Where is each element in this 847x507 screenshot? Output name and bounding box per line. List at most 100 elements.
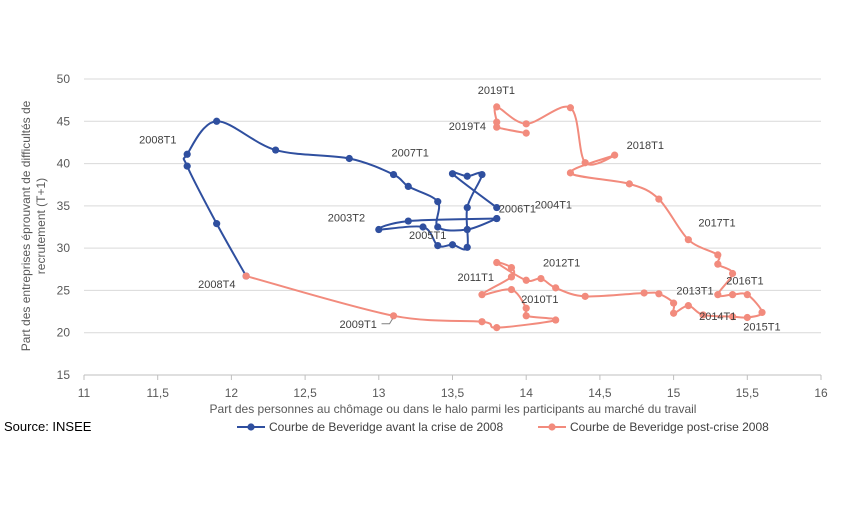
data-point-after	[566, 104, 575, 112]
data-point-after	[478, 291, 486, 299]
data-point-after	[670, 299, 678, 307]
data-point-after	[507, 263, 516, 272]
data-point-after	[714, 251, 722, 259]
data-point-before	[213, 220, 221, 228]
y-tick-label: 35	[57, 199, 71, 213]
point-label: 2013T1	[676, 286, 713, 298]
point-label: 2017T1	[698, 218, 735, 230]
x-tick-label: 16	[814, 386, 828, 400]
point-label: 2010T1	[521, 294, 558, 306]
data-point-before	[419, 223, 427, 231]
point-label: 2018T1	[627, 140, 664, 152]
x-tick-label: 11	[78, 386, 91, 400]
data-point-after	[655, 290, 663, 298]
point-label: 2007T1	[392, 148, 429, 160]
legend-label-after: Courbe de Beveridge post-crise 2008	[570, 420, 769, 434]
legend: Courbe de Beveridge avant la crise de 20…	[237, 420, 769, 434]
data-point-after	[655, 195, 663, 203]
data-point-before	[448, 241, 457, 249]
data-point-before	[448, 170, 457, 178]
point-label: 2016T1	[726, 276, 763, 288]
data-point-after	[670, 309, 678, 317]
y-tick-label: 20	[57, 326, 71, 340]
data-point-before	[463, 243, 471, 251]
data-point-after	[522, 129, 530, 137]
data-point-before	[463, 172, 471, 180]
data-point-after	[699, 311, 707, 319]
data-point-after	[537, 274, 545, 283]
y-tick-label: 45	[57, 114, 71, 128]
data-point-after	[581, 159, 589, 167]
data-point-after	[522, 120, 530, 128]
data-point-after	[714, 291, 722, 299]
data-point-after	[522, 312, 530, 320]
legend-label-before: Courbe de Beveridge avant la crise de 20…	[269, 420, 503, 434]
data-point-before	[272, 146, 280, 154]
data-point-before	[404, 217, 412, 225]
data-point-after	[522, 276, 530, 284]
y-tick-label: 30	[57, 241, 71, 255]
data-point-before	[213, 117, 221, 125]
x-tick-label: 15,5	[736, 386, 760, 400]
data-point-before	[478, 170, 486, 179]
data-point-after	[493, 103, 501, 111]
data-point-after	[640, 289, 648, 297]
y-axis-title-line2: recrutement (T+1)	[34, 178, 48, 274]
data-point-before	[345, 154, 353, 163]
data-point-before	[493, 203, 501, 212]
label-leader-line	[381, 318, 393, 325]
y-axis-title-line1: Part des entreprises éprouvant de diffic…	[19, 100, 33, 351]
x-tick-label: 14,5	[588, 386, 612, 400]
x-tick-label: 13	[372, 386, 386, 400]
x-axis-title: Part des personnes au chômage ou dans le…	[210, 402, 697, 416]
data-point-before	[434, 198, 442, 206]
data-point-before	[434, 242, 442, 250]
x-tick-label: 12,5	[293, 386, 317, 400]
data-point-after	[728, 313, 737, 321]
point-label: 2006T1	[499, 204, 536, 216]
legend-marker-before	[247, 423, 255, 431]
data-point-after	[493, 118, 501, 126]
point-label: 2015T1	[743, 321, 780, 333]
data-point-after	[625, 180, 633, 188]
data-point-before	[389, 170, 398, 179]
source-note: Source: INSEE	[4, 419, 92, 434]
data-point-before	[463, 203, 471, 212]
data-point-after	[507, 285, 516, 294]
point-label: 2004T1	[535, 200, 572, 212]
data-point-before	[375, 225, 383, 234]
series-line-before	[182, 120, 498, 277]
data-point-after	[566, 169, 575, 177]
point-label: 2003T2	[328, 213, 365, 225]
data-point-after	[507, 273, 516, 281]
data-point-after	[478, 318, 486, 326]
point-label: 2014T1	[699, 311, 736, 323]
data-point-after	[611, 151, 619, 159]
data-point-after	[684, 302, 692, 310]
y-tick-label: 50	[57, 72, 71, 86]
point-label: 2011T1	[457, 272, 494, 284]
y-tick-label: 40	[57, 157, 71, 171]
point-label: 2008T1	[139, 134, 176, 146]
data-point-after	[242, 272, 250, 280]
y-tick-label: 25	[57, 283, 71, 297]
x-tick-label: 14	[520, 386, 534, 400]
data-point-before	[463, 225, 471, 234]
point-labels: 2008T1 2007T1 2004T1 2003T2 2006T1 2005T1 2008…	[139, 85, 780, 334]
data-point-after	[493, 324, 501, 332]
point-label: 2019T1	[478, 85, 515, 97]
y-tick-label: 15	[57, 368, 71, 382]
data-point-before	[183, 162, 191, 170]
data-point-before	[404, 182, 412, 191]
data-point-after	[743, 313, 751, 322]
x-tick-label: 15	[667, 386, 681, 400]
point-label: 2009T1	[340, 319, 377, 331]
point-label: 2005T1	[409, 230, 446, 242]
data-point-before	[493, 214, 501, 223]
axes: 15 20 25 30 35 40 45 50 11 11,5 12 12,5 13 13,5 14 14,5…	[57, 72, 828, 400]
data-point-after	[728, 291, 737, 299]
data-point-after	[552, 316, 560, 324]
data-point-after	[728, 269, 737, 278]
point-label: 2019T4	[449, 121, 486, 133]
